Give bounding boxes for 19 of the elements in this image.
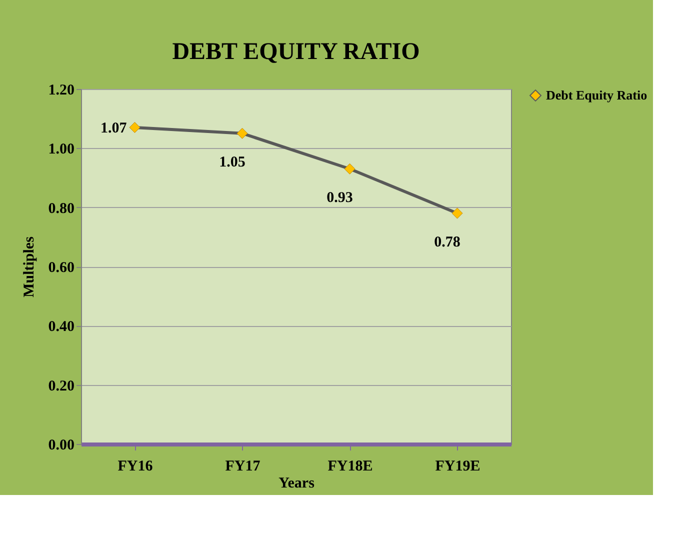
data-label: 1.05: [219, 154, 246, 170]
y-tick-label: 1.00: [48, 142, 74, 158]
y-tick-label: 1.20: [48, 82, 74, 98]
chart-title: DEBT EQUITY RATIO: [172, 39, 420, 65]
data-label: 0.78: [434, 234, 460, 250]
y-tick-label: 0.80: [48, 200, 74, 217]
x-tick-label: FY16: [118, 458, 154, 474]
y-tick-label: 0.60: [48, 260, 74, 276]
data-label: 1.07: [100, 120, 128, 136]
y-tick-label: 0.40: [48, 319, 74, 336]
x-tick-label: FY17: [225, 458, 261, 474]
x-axis-title: Years: [278, 476, 315, 492]
x-tick-label: FY18E: [328, 458, 373, 474]
y-axis-title: Multiples: [21, 236, 38, 298]
y-tick-label: 0.00: [48, 438, 74, 454]
x-tick-label: FY19E: [435, 458, 480, 474]
legend-label: Debt Equity Ratio: [546, 88, 648, 102]
data-label: 0.93: [326, 190, 353, 206]
y-tick-label: 0.20: [48, 378, 74, 394]
